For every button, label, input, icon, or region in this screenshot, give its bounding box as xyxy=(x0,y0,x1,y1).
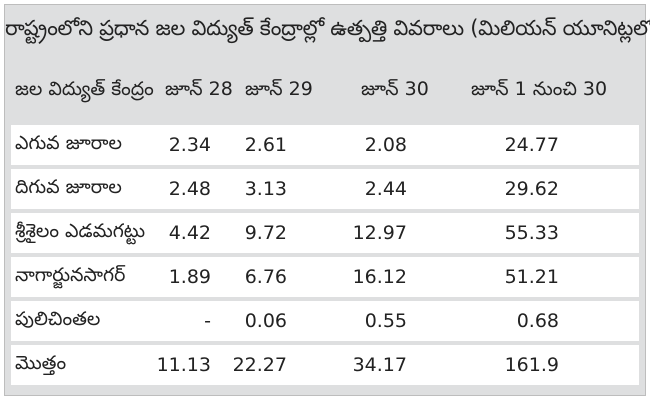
table-card: రాష్ట్రంలోని ప్రధాన జల విద్యుత్‌ కేంద్రా… xyxy=(4,4,650,396)
cell-june-30: 12.97 xyxy=(352,222,407,244)
table-row: దిగువ జూరాల 2.48 3.13 2.44 29.62 xyxy=(5,169,645,209)
row-background xyxy=(11,169,639,209)
cell-station: పులిచింతల xyxy=(15,307,101,330)
cell-station: ఎగువ జూరాల xyxy=(15,131,122,154)
header-june-1-to-30: జూన్‌ 1 నుంచి 30 xyxy=(471,77,608,100)
cell-june-30: 34.17 xyxy=(352,354,407,376)
table-row: పులిచింతల - 0.06 0.55 0.68 xyxy=(5,301,645,341)
header-june-30: జూన్‌ 30 xyxy=(361,77,429,100)
cell-june-30: 16.12 xyxy=(352,266,407,288)
cell-june-total: 55.33 xyxy=(504,222,559,244)
cell-station: మొత్తం xyxy=(15,351,67,374)
cell-june-29: 9.72 xyxy=(244,222,287,244)
header-june-29: జూన్‌ 29 xyxy=(245,77,313,100)
cell-june-total: 29.62 xyxy=(504,178,559,200)
row-background xyxy=(11,345,639,385)
cell-june-28: 2.48 xyxy=(168,178,211,200)
cell-june-28: 11.13 xyxy=(156,354,211,376)
cell-june-total: 161.9 xyxy=(504,354,559,376)
cell-june-30: 2.08 xyxy=(364,134,407,156)
cell-june-28: - xyxy=(204,310,211,332)
cell-june-total: 0.68 xyxy=(516,310,559,332)
cell-june-30: 2.44 xyxy=(364,178,407,200)
cell-june-28: 1.89 xyxy=(168,266,211,288)
row-background xyxy=(11,301,639,341)
table-row-total: మొత్తం 11.13 22.27 34.17 161.9 xyxy=(5,345,645,385)
row-background xyxy=(11,213,639,253)
header-june-28: జూన్‌ 28 xyxy=(165,77,233,100)
cell-june-29: 0.06 xyxy=(244,310,287,332)
cell-station: నాగార్జునసాగర్‌ xyxy=(15,263,126,286)
cell-station: శ్రీశైలం ఎడమగట్టు xyxy=(15,219,146,242)
cell-june-total: 51.21 xyxy=(504,266,559,288)
table-header: జల విద్యుత్‌ కేంద్రం జూన్‌ 28 జూన్‌ 29 జ… xyxy=(5,63,645,119)
cell-june-total: 24.77 xyxy=(504,134,559,156)
cell-june-28: 2.34 xyxy=(168,134,211,156)
table-row: ఎగువ జూరాల 2.34 2.61 2.08 24.77 xyxy=(5,125,645,165)
cell-june-29: 2.61 xyxy=(244,134,287,156)
header-station: జల విద్యుత్‌ కేంద్రం xyxy=(15,77,154,100)
table-row: శ్రీశైలం ఎడమగట్టు 4.42 9.72 12.97 55.33 xyxy=(5,213,645,253)
cell-june-28: 4.42 xyxy=(168,222,211,244)
cell-june-29: 22.27 xyxy=(232,354,287,376)
row-background xyxy=(11,257,639,297)
table-row: నాగార్జునసాగర్‌ 1.89 6.76 16.12 51.21 xyxy=(5,257,645,297)
cell-june-30: 0.55 xyxy=(364,310,407,332)
cell-june-29: 6.76 xyxy=(244,266,287,288)
cell-june-29: 3.13 xyxy=(244,178,287,200)
row-background xyxy=(11,125,639,165)
table-title: రాష్ట్రంలోని ప్రధాన జల విద్యుత్‌ కేంద్రా… xyxy=(5,16,650,40)
cell-station: దిగువ జూరాల xyxy=(15,175,122,198)
